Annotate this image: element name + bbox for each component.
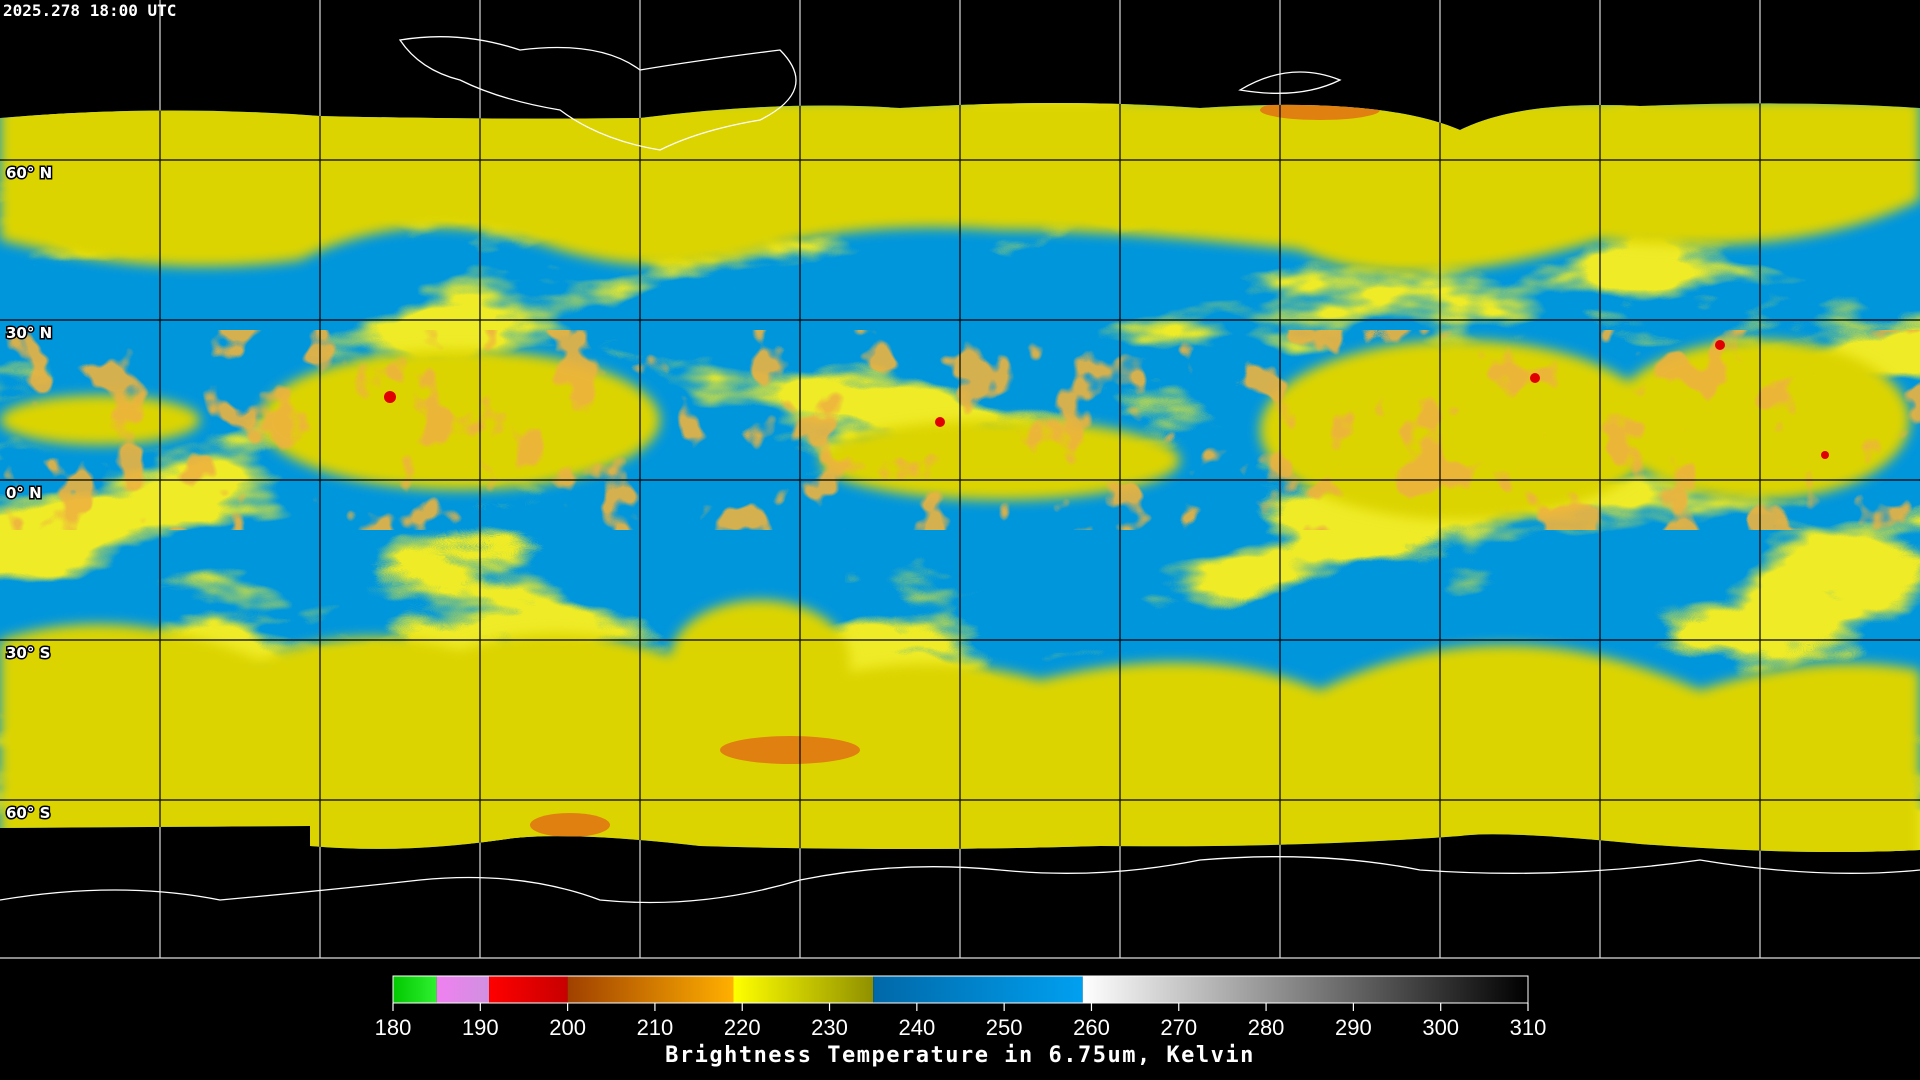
storm-cores: [384, 340, 1829, 459]
colorbar-tick-label: 260: [1073, 1015, 1110, 1040]
colorbar-segment: [436, 976, 490, 1003]
colorbar-tick-label: 180: [375, 1015, 412, 1040]
colorbar-tick-label: 290: [1335, 1015, 1372, 1040]
colorbar-tick-label: 190: [462, 1015, 499, 1040]
colorbar-segment: [393, 976, 437, 1003]
colorbar-frame: [392, 975, 1529, 1004]
colorbar-tick-label: 220: [724, 1015, 761, 1040]
colorbar-segment: [489, 976, 568, 1003]
colorbar-tick-label: 280: [1248, 1015, 1285, 1040]
colorbar-segment: [733, 976, 874, 1003]
colorbar-tick-label: 250: [986, 1015, 1023, 1040]
cold-cloud-tops: [530, 103, 1380, 837]
coastlines: [0, 36, 1920, 904]
colorbar-tick-label: 310: [1510, 1015, 1547, 1040]
latitude-labels: 60° N 30° N 0° N 30° S 60° S: [5, 163, 54, 824]
latitude-label: 60° N: [6, 164, 52, 182]
colorbar-tick-label: 210: [637, 1015, 674, 1040]
graticule: [0, 103, 1920, 852]
timestamp: 2025.278 18:00 UTC: [3, 1, 176, 20]
colorbar: 180 190 200 210 220 230 240 250 260 270 280 290 300 3…: [375, 975, 1547, 1040]
colorbar-segment: [1082, 976, 1528, 1003]
colorbar-segment: [567, 976, 734, 1003]
colorbar-tick-label: 300: [1422, 1015, 1459, 1040]
colorbar-segment: [873, 976, 1083, 1003]
colorbar-title: Brightness Temperature in 6.75um, Kelvin: [665, 1043, 1255, 1068]
colorbar-tick-label: 230: [811, 1015, 848, 1040]
latitude-label: 60° S: [6, 804, 50, 822]
latitude-label: 0° N: [6, 484, 42, 502]
colorbar-tick-label: 200: [549, 1015, 586, 1040]
colorbar-tick-label: 270: [1160, 1015, 1197, 1040]
colorbar-tick-label: 240: [898, 1015, 935, 1040]
latitude-label: 30° S: [6, 644, 50, 662]
latitude-label: 30° N: [6, 324, 52, 342]
